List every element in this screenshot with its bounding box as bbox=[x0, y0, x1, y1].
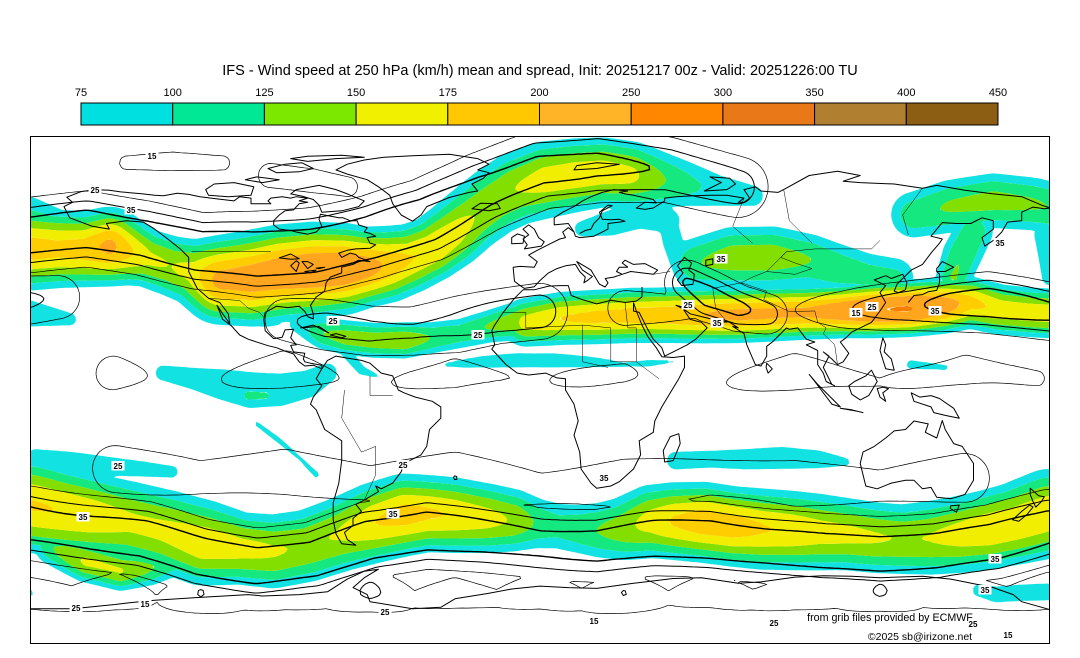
svg-text:350: 350 bbox=[805, 87, 823, 99]
svg-text:35: 35 bbox=[991, 555, 1000, 564]
svg-text:100: 100 bbox=[164, 87, 182, 99]
svg-text:75: 75 bbox=[75, 87, 87, 99]
svg-text:15: 15 bbox=[590, 617, 599, 626]
svg-text:25: 25 bbox=[868, 303, 877, 312]
svg-text:300: 300 bbox=[714, 87, 732, 99]
svg-text:25: 25 bbox=[114, 462, 123, 471]
svg-text:15: 15 bbox=[141, 600, 150, 609]
svg-text:400: 400 bbox=[897, 87, 915, 99]
svg-text:25: 25 bbox=[329, 317, 338, 326]
svg-text:35: 35 bbox=[79, 513, 88, 522]
svg-text:35: 35 bbox=[981, 586, 990, 595]
svg-text:25: 25 bbox=[684, 301, 693, 310]
svg-text:©2025 sb@irizone.net: ©2025 sb@irizone.net bbox=[868, 631, 972, 643]
svg-text:450: 450 bbox=[989, 87, 1007, 99]
svg-text:15: 15 bbox=[852, 309, 861, 318]
svg-text:25: 25 bbox=[72, 604, 81, 613]
svg-text:35: 35 bbox=[996, 239, 1005, 248]
svg-text:15: 15 bbox=[1004, 631, 1013, 640]
svg-text:35: 35 bbox=[127, 206, 136, 215]
svg-text:35: 35 bbox=[717, 255, 726, 264]
svg-text:35: 35 bbox=[600, 474, 609, 483]
svg-text:35: 35 bbox=[389, 510, 398, 519]
svg-text:35: 35 bbox=[931, 307, 940, 316]
svg-text:from grib files provided by EC: from grib files provided by ECMWF bbox=[807, 612, 973, 624]
svg-text:25: 25 bbox=[969, 620, 978, 629]
svg-text:IFS - Wind speed at 250 hPa (k: IFS - Wind speed at 250 hPa (km/h) mean … bbox=[222, 63, 857, 79]
svg-text:175: 175 bbox=[439, 87, 457, 99]
svg-text:125: 125 bbox=[255, 87, 273, 99]
svg-text:150: 150 bbox=[347, 87, 365, 99]
svg-text:250: 250 bbox=[622, 87, 640, 99]
svg-text:15: 15 bbox=[148, 152, 157, 161]
svg-text:200: 200 bbox=[530, 87, 548, 99]
svg-text:25: 25 bbox=[399, 461, 408, 470]
svg-text:25: 25 bbox=[770, 619, 779, 628]
svg-text:25: 25 bbox=[381, 608, 390, 617]
svg-text:25: 25 bbox=[474, 331, 483, 340]
svg-text:35: 35 bbox=[713, 319, 722, 328]
svg-text:25: 25 bbox=[91, 186, 100, 195]
